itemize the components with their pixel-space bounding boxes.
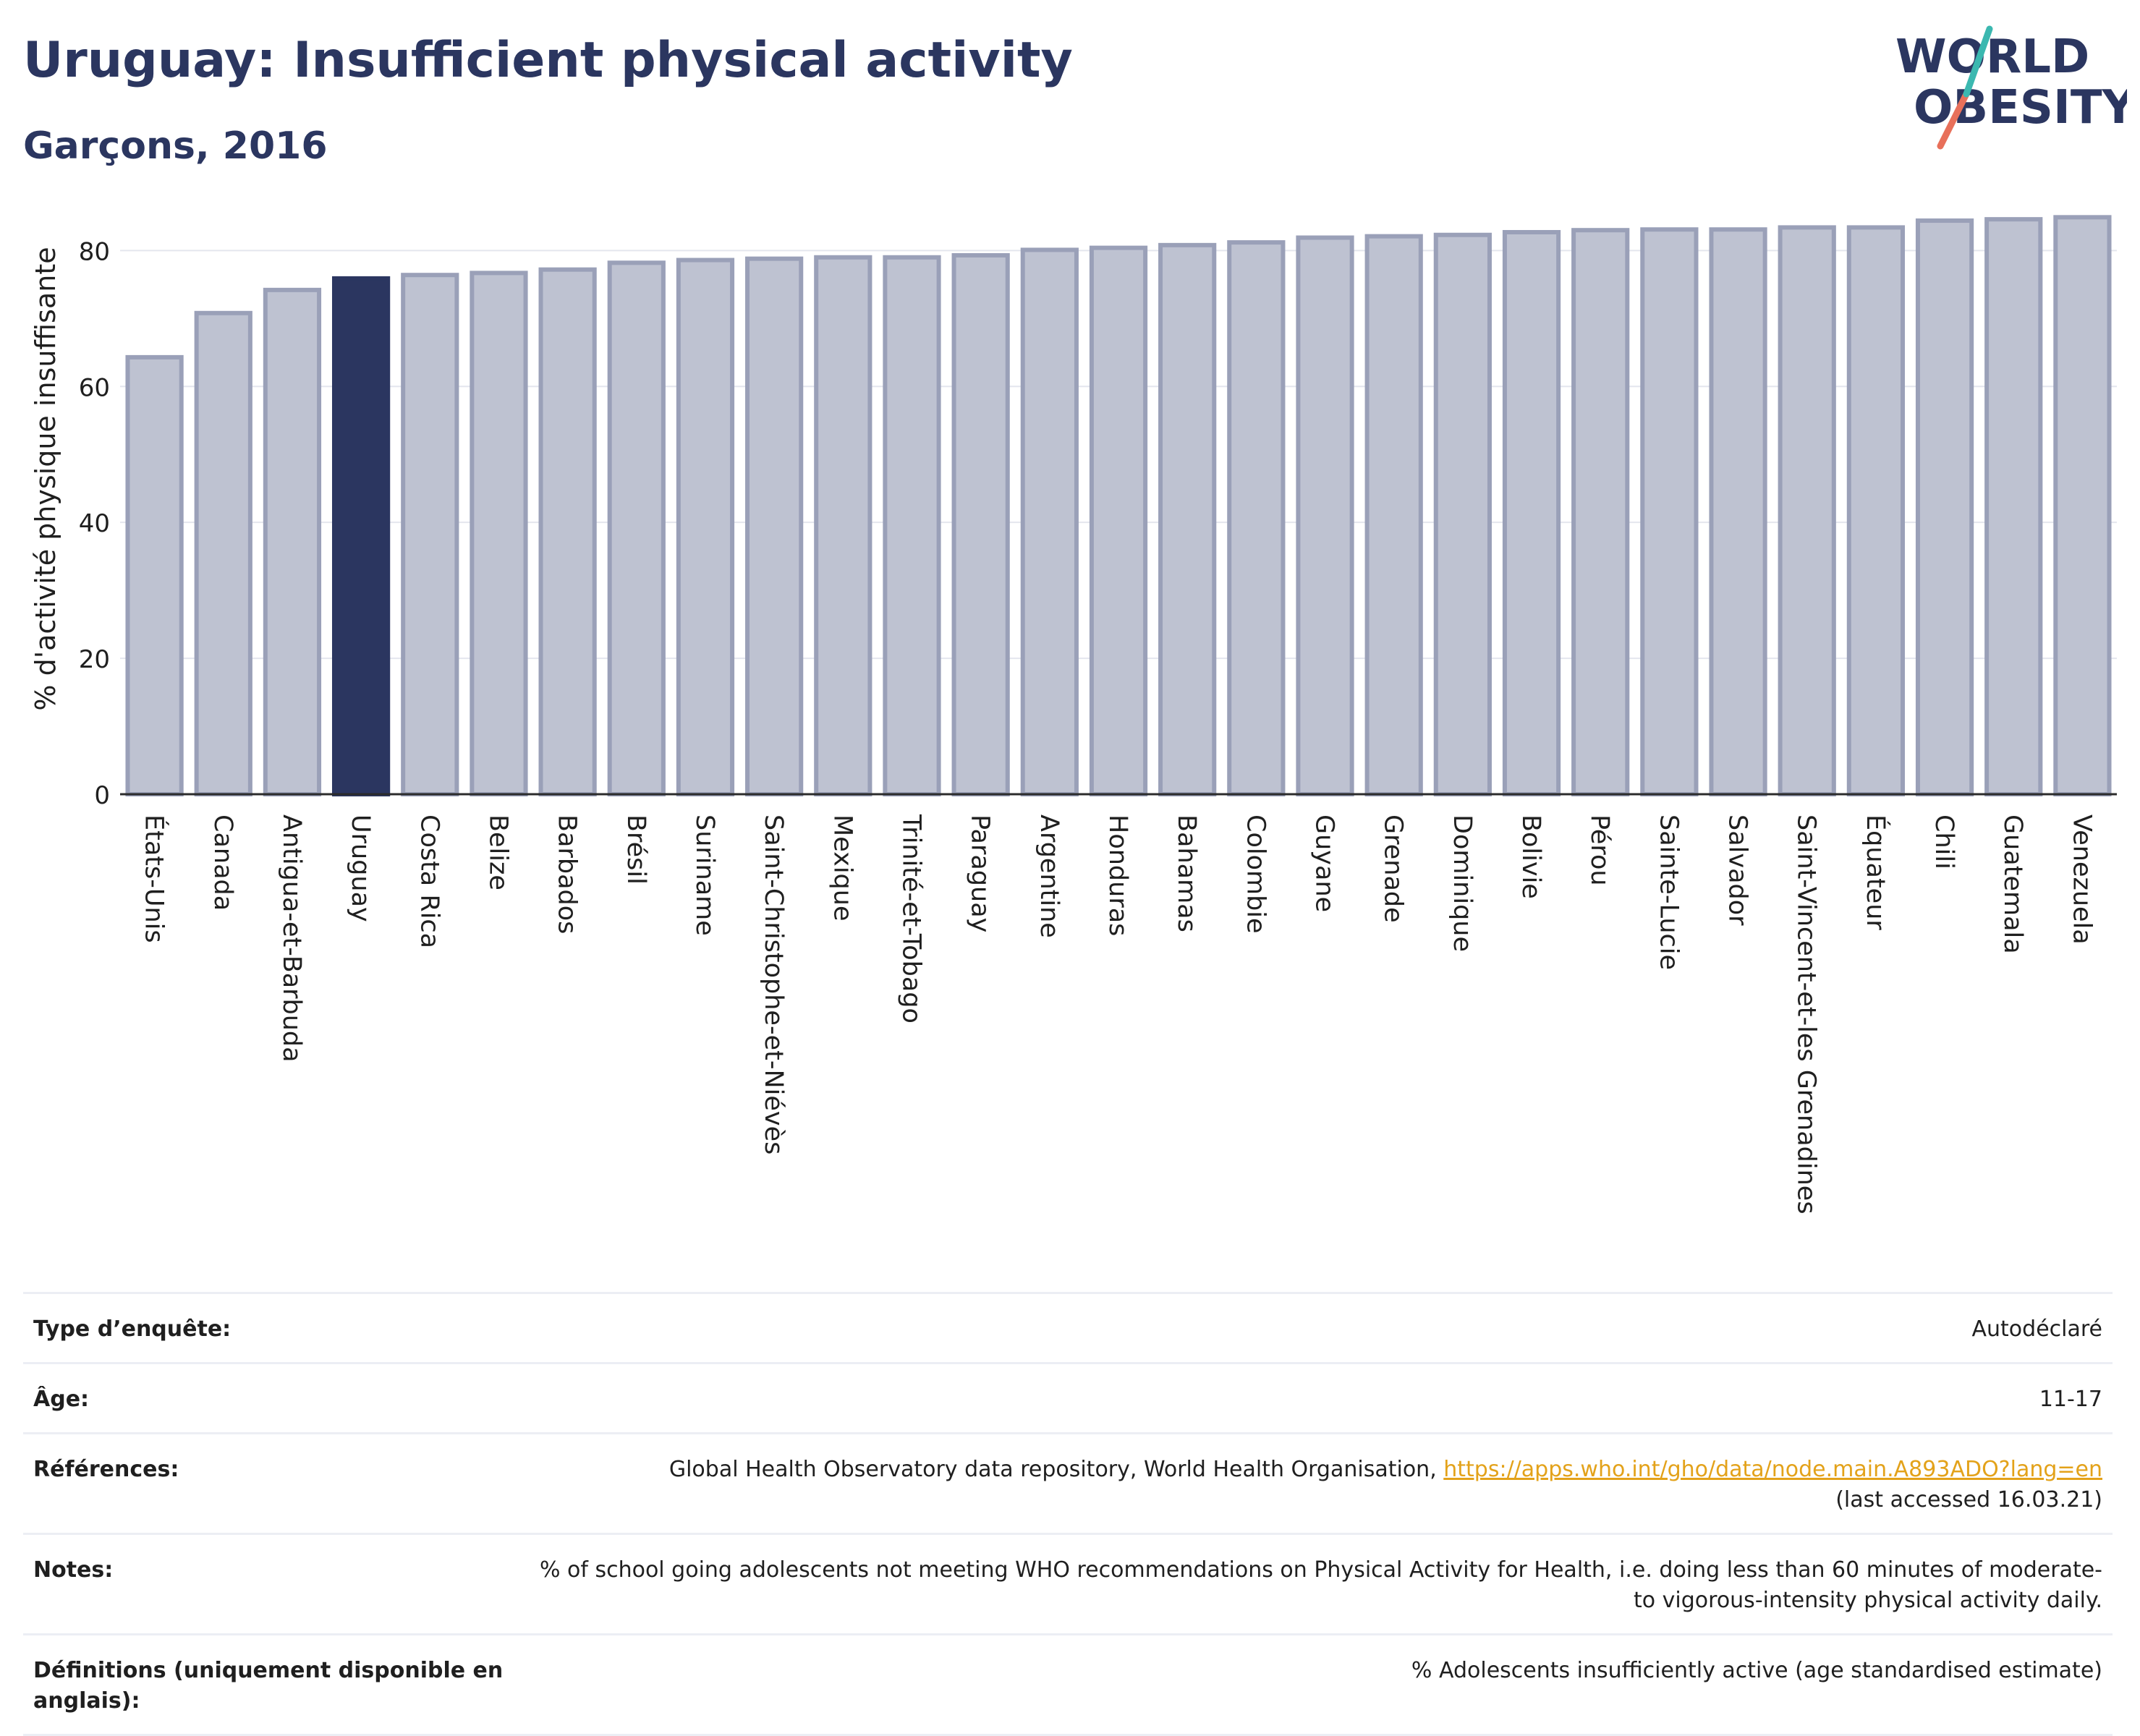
bar [2053,215,2112,796]
x-tick-label: Saint-Vincent-et-les Grenadines [1792,814,1821,1214]
notes-label: Notes: [33,1557,114,1583]
x-tick-label: Guyane [1310,814,1339,912]
x-tick-label: Uruguay [346,814,375,922]
x-tick-label: Mexique [828,814,857,922]
y-tick-label: 20 [79,645,110,674]
x-tick-label: Équateur [1861,814,1891,930]
x-tick-label: Salvador [1723,814,1752,926]
x-tick-label: Saint-Christophe-et-Niévès [759,814,788,1154]
bar [883,255,941,796]
bar [1227,240,1286,797]
x-tick-label: Bahamas [1172,814,1201,932]
x-tick-label: Barbados [553,814,582,934]
bar [331,276,391,797]
bar [1984,217,2043,796]
bar [1846,225,1906,796]
bar [951,252,1010,796]
x-tick-label: Trinité-et-Tobago [896,814,925,1024]
x-tick-label: Brésil [621,814,650,885]
x-tick-label: Belize [483,814,512,890]
x-tick-label: Costa Rica [415,814,443,948]
x-tick-label: Pérou [1585,814,1614,886]
bar [1296,235,1354,796]
page-subtitle: Garçons, 2016 [23,124,328,168]
notes-value: % of school going adolescents not meetin… [539,1557,2102,1613]
bar [263,287,322,796]
bar [1709,227,1767,796]
x-tick-label: Sainte-Lucie [1654,814,1683,970]
references-row: Références: Global Health Observatory da… [23,1432,2113,1533]
bar [125,354,184,796]
references-value: Global Health Observatory data repositor… [525,1455,2102,1515]
y-tick-label: 60 [79,373,110,402]
info-table: Type d’enquête: Autodéclaré Âge: 11-17 R… [23,1292,2113,1736]
bar [814,255,872,796]
bars [125,215,2112,797]
logo-slash-teal [1963,25,1993,98]
definitions-value: % Adolescents insufficiently active (age… [1411,1658,2102,1683]
references-link[interactable]: https://apps.who.int/gho/data/node.main.… [1443,1457,2102,1482]
x-tick-label: Honduras [1103,814,1132,936]
bar [1089,245,1148,796]
world-obesity-logo: WORLD OBESITY [1895,25,2127,150]
age-row: Âge: 11-17 [23,1362,2113,1432]
axes: 0 20 40 60 80 États-Unis Canada Antigua-et-Barb… [79,237,2117,1214]
x-tick-label: Dominique [1448,814,1477,952]
bar [538,267,597,796]
bar [1915,218,1974,797]
page-title: Uruguay: Insufficient physical activity [23,32,1073,89]
bar [745,256,804,797]
x-tick-label: Argentine [1035,814,1063,938]
definitions-row: Définitions (uniquement disponible en an… [23,1633,2113,1736]
survey-type-value: Autodéclaré [1971,1316,2103,1342]
definitions-label: Définitions (uniquement disponible en an… [33,1658,504,1714]
bar [1640,227,1699,796]
x-tick-label: Suriname [690,814,719,936]
bar [470,271,528,796]
bar [1158,242,1217,796]
bar [1571,228,1630,796]
bar [1364,234,1423,796]
x-tick-label: Chili [1929,814,1958,869]
x-tick-label: Antigua-et-Barbuda [277,814,306,1063]
survey-type-label: Type d’enquête: [33,1316,232,1342]
references-text: Global Health Observatory data repositor… [668,1457,1444,1482]
age-value: 11-17 [2039,1387,2102,1412]
logo-line1: WORLD [1895,30,2089,84]
x-tick-label: Bolivie [1516,814,1545,899]
logo-slash-red [1937,90,1970,150]
x-tick-label: Paraguay [966,814,995,932]
y-axis-label: % d'activité physique insuffisante [30,247,61,710]
y-tick-label: 40 [79,509,110,538]
x-tick-label: Colombie [1241,814,1270,934]
x-tick-label: Grenade [1379,814,1408,923]
survey-type-row: Type d’enquête: Autodéclaré [23,1292,2113,1362]
y-tick-label: 80 [79,237,110,266]
y-tick-label: 0 [94,781,110,810]
bar [1020,247,1079,796]
bar [1433,232,1492,796]
references-label: Références: [33,1457,179,1482]
bar-chart: 0 20 40 60 80 États-Unis Canada Antigua-et-Barb… [30,215,2117,1214]
x-tick-label: Venezuela [2067,814,2096,945]
bar [1778,225,1836,796]
bar [676,258,735,796]
notes-row: Notes: % of school going adolescents not… [23,1533,2113,1633]
bar [1502,230,1561,796]
age-label: Âge: [33,1387,90,1412]
bar [607,260,666,797]
x-tick-label: Canada [208,814,237,911]
x-tick-label: Guatemala [1998,814,2027,954]
references-access: (last accessed 16.03.21) [1835,1487,2102,1512]
x-tick-label: États-Unis [140,814,170,943]
bar [194,310,252,796]
bar [401,273,459,796]
